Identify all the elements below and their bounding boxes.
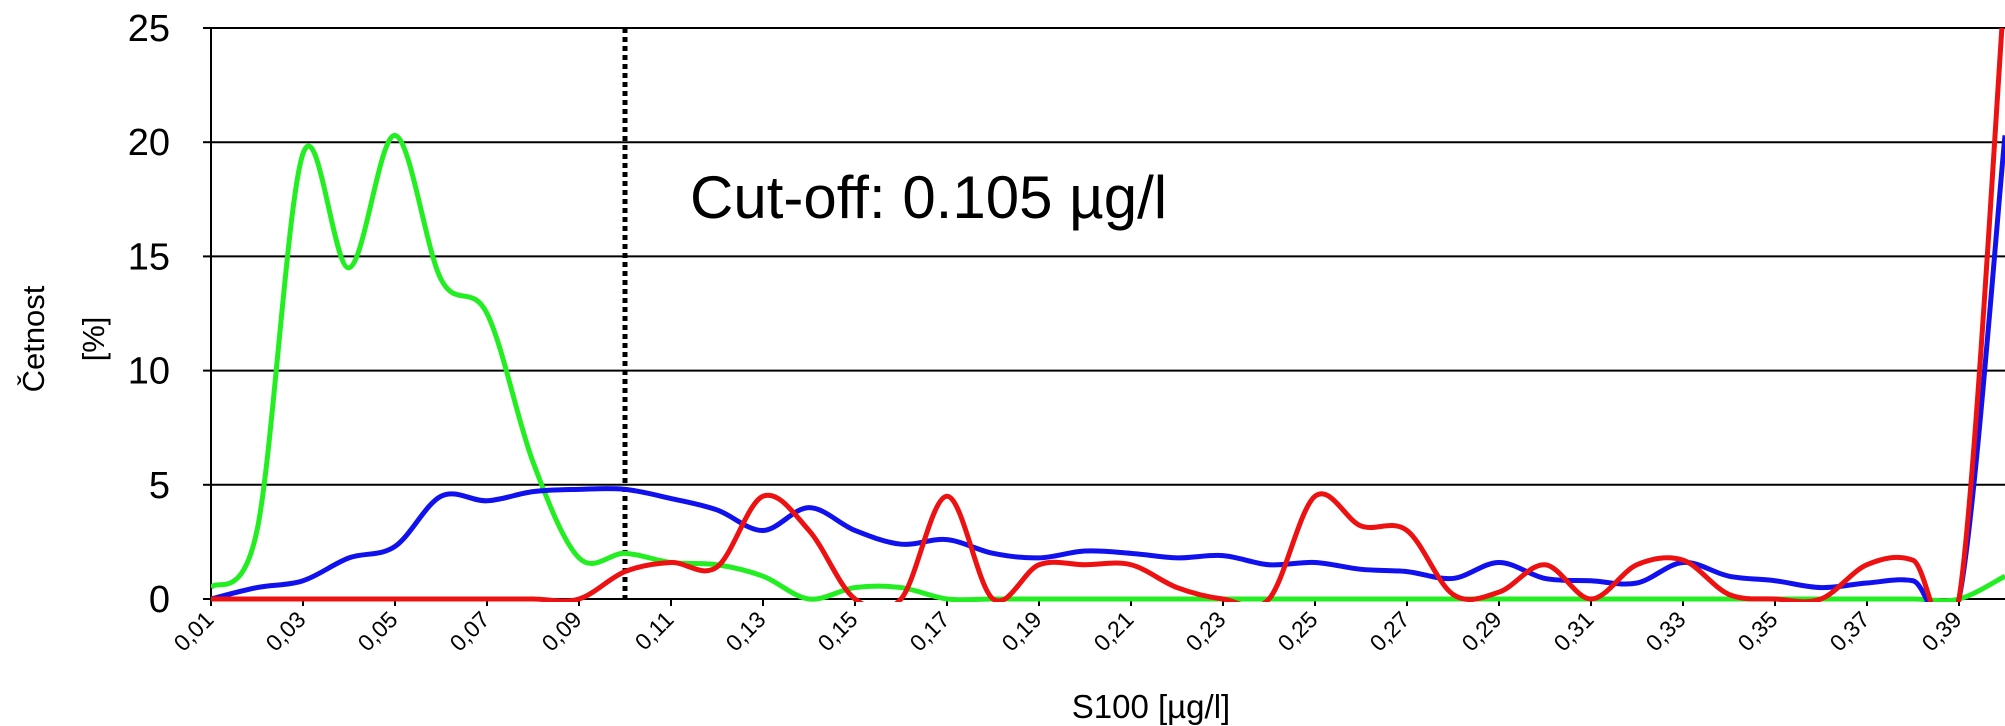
x-tick-label: 0,01: [168, 606, 218, 656]
y-tick-label: 0: [149, 579, 170, 621]
y-tick-label: 20: [128, 122, 170, 164]
x-tick-label: 0,07: [444, 606, 494, 656]
x-tick-label: 0,21: [1088, 606, 1138, 656]
annotation: Cut-off: 0.105 µg/l: [690, 164, 1167, 231]
data-line: [211, 28, 2005, 602]
x-tick-label: 0,13: [720, 606, 770, 656]
x-axis-title: S100 [µg/l]: [1072, 688, 1230, 725]
x-tick-label: 0,15: [812, 606, 862, 656]
x-tick-label: 0,09: [536, 606, 586, 656]
x-tick-label: 0,25: [1272, 606, 1322, 656]
x-tick-label: 0,05: [352, 606, 402, 656]
x-tick-label: 0,31: [1548, 606, 1598, 656]
x-tick-label: 0,11: [630, 606, 679, 655]
x-tick-label: 0,33: [1640, 606, 1690, 656]
x-tick-label: 0,39: [1916, 606, 1966, 656]
x-tick-label: 0,37: [1824, 606, 1874, 656]
x-tick-label: 0,17: [904, 606, 954, 656]
y-tick-label: 5: [149, 465, 170, 507]
data-line: [211, 135, 2005, 602]
plot-area: [211, 28, 2005, 602]
data-line: [211, 132, 2005, 602]
x-tick-label: 0,23: [1180, 606, 1230, 656]
x-tick-label: 0,03: [260, 606, 310, 656]
x-tick-label: 0,19: [996, 606, 1046, 656]
y-axis-unit: [%]: [76, 317, 111, 362]
y-tick-label: 10: [128, 351, 170, 393]
y-tick-label: 25: [128, 8, 170, 50]
x-tick-label: 0,29: [1456, 606, 1506, 656]
x-tick-label: 0,27: [1364, 606, 1414, 656]
x-tick-label: 0,35: [1732, 606, 1782, 656]
y-axis-title: Četnost: [16, 285, 51, 392]
y-tick-label: 15: [128, 236, 170, 278]
